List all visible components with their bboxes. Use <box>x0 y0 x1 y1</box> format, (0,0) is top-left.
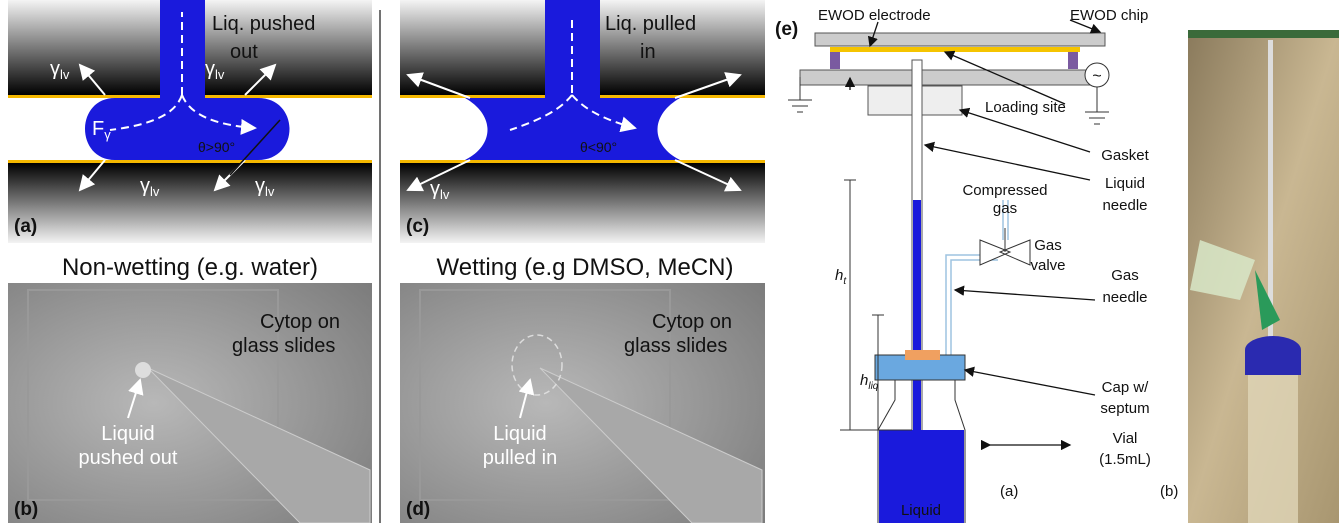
label: EWOD electrode <box>818 7 931 24</box>
label: (b) <box>1160 483 1178 500</box>
drop: Liquid <box>101 423 154 445</box>
text: h <box>835 267 843 284</box>
ac-symbol: ~ <box>1092 68 1101 85</box>
panel-c: Liq. pulled in γlv θ<90° (c) <box>400 0 765 243</box>
label: needle <box>1102 197 1147 214</box>
label: Gasket <box>1101 147 1149 164</box>
panel-d: Cytop on glass slides Liquid pulled in (… <box>400 283 765 523</box>
panel-b: Cytop on glass slides Liquid pushed out … <box>8 283 372 523</box>
panel-label: (d) <box>406 499 430 520</box>
drop: pulled in <box>483 447 558 469</box>
panel-label: (c) <box>406 216 429 237</box>
panel-label: (b) <box>14 499 38 520</box>
text: t <box>843 276 847 287</box>
top-text: in <box>640 41 656 63</box>
text: lv <box>60 67 70 82</box>
title: Non-wetting (e.g. water) <box>62 254 318 281</box>
text: γ <box>104 127 111 142</box>
top-text: Liq. pushed <box>212 13 315 35</box>
text: lv <box>150 184 160 199</box>
top-text: out <box>230 41 258 63</box>
label: EWOD chip <box>1070 7 1148 24</box>
panel-label: (e) <box>775 19 798 40</box>
label: Cap w/ <box>1102 379 1150 396</box>
label: septum <box>1100 400 1149 417</box>
label: Vial <box>1113 430 1138 447</box>
label: Gas <box>1111 267 1139 284</box>
top-text: Liq. pulled <box>605 13 696 35</box>
text: lv <box>440 187 450 202</box>
surface: Cytop on <box>652 311 732 333</box>
h-t: ht <box>835 267 847 287</box>
angle: θ<90° <box>580 139 617 155</box>
text: liq <box>868 381 878 392</box>
text: F <box>92 118 104 140</box>
drop: Liquid <box>493 423 546 445</box>
text: h <box>860 372 868 389</box>
angle: θ>90° <box>198 139 235 155</box>
panel-e: ~ ht hliq (e) EWOD electrode EWOD chip L… <box>775 7 1339 523</box>
text: lv <box>265 184 275 199</box>
text: γ <box>50 58 60 80</box>
panel-label: (a) <box>14 216 37 237</box>
surface: Cytop on <box>260 311 340 333</box>
text: γ <box>255 175 265 197</box>
surface: glass slides <box>232 335 335 357</box>
drop: pushed out <box>79 447 178 469</box>
text: γ <box>430 178 440 200</box>
text: γ <box>140 175 150 197</box>
label: Liquid <box>1105 175 1145 192</box>
text: γ <box>205 58 215 80</box>
surface: glass slides <box>624 335 727 357</box>
label: Gas <box>1034 237 1062 254</box>
label: Compressed <box>962 182 1047 199</box>
label: (a) <box>1000 483 1018 500</box>
panel-a: Liq. pushed out γlv γlv γlv γlv Fγ θ>90°… <box>8 0 372 243</box>
label: (1.5mL) <box>1099 451 1151 468</box>
label: needle <box>1102 289 1147 306</box>
figure: Liq. pushed out γlv γlv γlv γlv Fγ θ>90°… <box>0 0 1339 523</box>
label: Liquid <box>901 502 941 519</box>
title: Wetting (e.g DMSO, MeCN) <box>437 254 734 281</box>
text: lv <box>215 67 225 82</box>
label: gas <box>993 200 1017 217</box>
label: Loading site <box>985 99 1066 116</box>
label: valve <box>1030 257 1065 274</box>
